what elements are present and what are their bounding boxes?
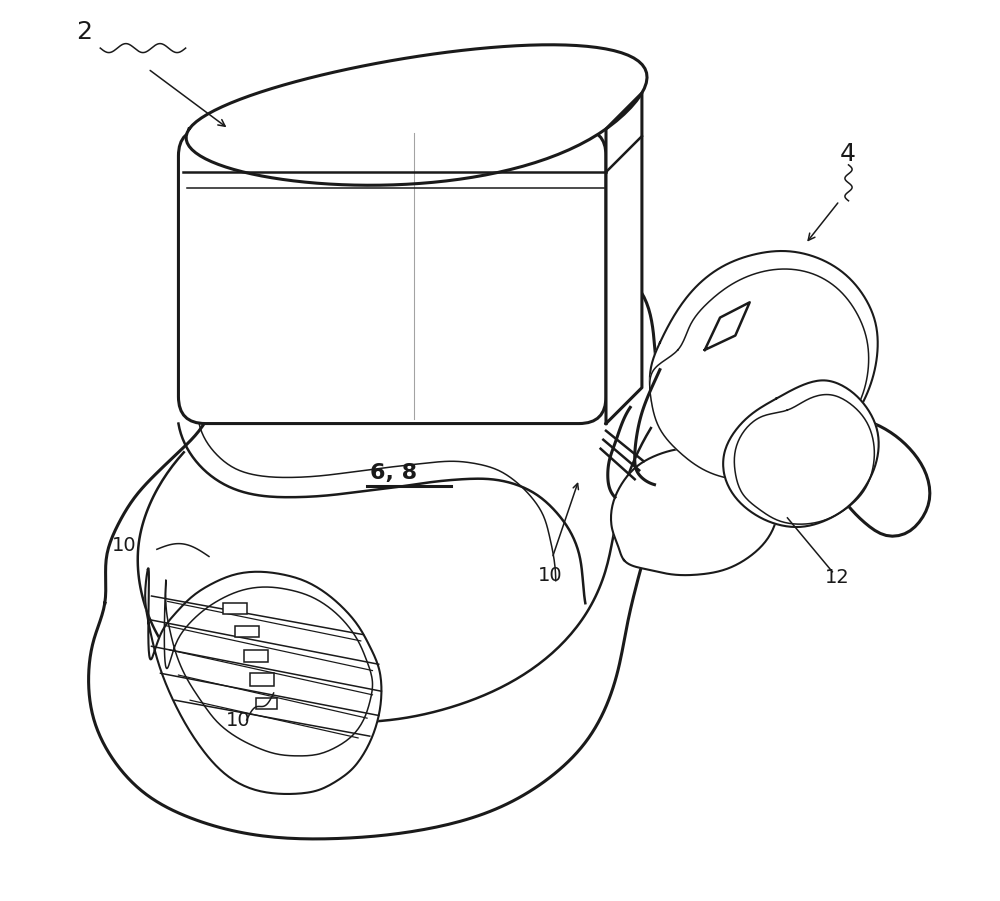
Text: 10: 10 (538, 566, 562, 585)
Text: 10: 10 (226, 711, 251, 730)
Text: 10: 10 (112, 536, 137, 555)
Text: 2: 2 (76, 20, 92, 44)
FancyBboxPatch shape (178, 129, 606, 423)
Bar (250, 673, 274, 686)
Bar (256, 697, 277, 709)
Polygon shape (611, 448, 778, 575)
Polygon shape (606, 93, 642, 423)
Bar (235, 625, 259, 637)
Polygon shape (705, 303, 750, 350)
Text: 4: 4 (840, 142, 856, 167)
Text: 6, 8: 6, 8 (370, 463, 417, 483)
Text: 12: 12 (825, 569, 850, 587)
Polygon shape (650, 251, 878, 478)
Polygon shape (723, 380, 879, 527)
Bar (223, 603, 247, 614)
Polygon shape (650, 269, 869, 480)
Polygon shape (145, 569, 381, 794)
Polygon shape (89, 270, 930, 839)
Bar (244, 650, 268, 661)
Polygon shape (186, 45, 647, 186)
